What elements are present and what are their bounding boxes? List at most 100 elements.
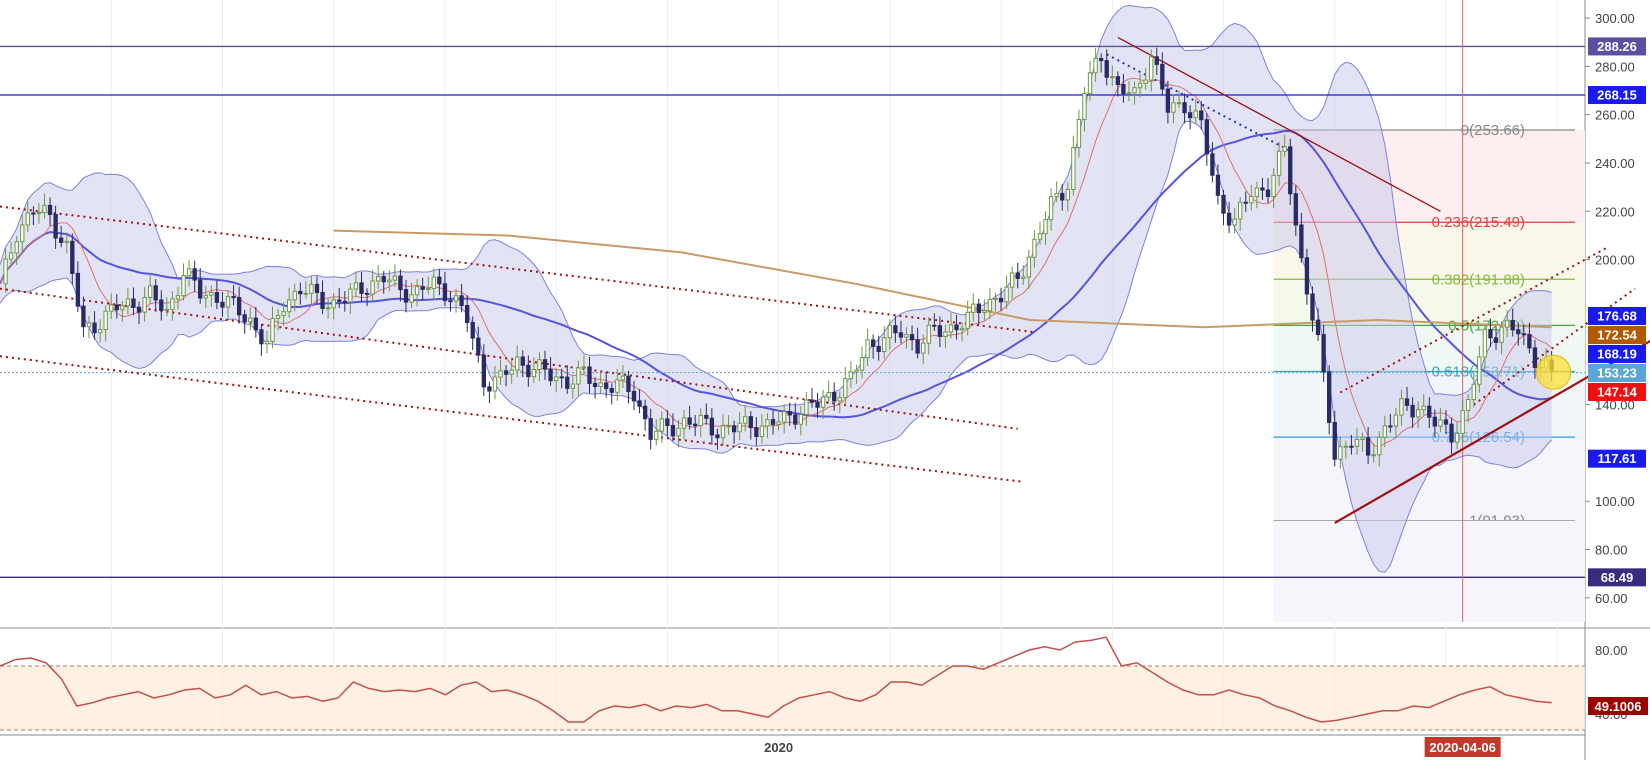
candle-up [225,296,231,308]
price-badge-label: 168.19 [1597,346,1637,361]
candle-down [1288,146,1293,195]
candle-up [1354,438,1360,447]
candle-up [1021,276,1026,279]
candle-down [214,291,220,303]
candle-up [843,378,848,399]
candle-down [464,305,470,323]
candle-up [281,311,286,317]
price-badge-label: 288.26 [1597,39,1637,54]
candle-down [75,272,81,307]
candle-down [548,368,553,382]
candle-up [859,357,865,371]
candle-up [1360,437,1365,440]
candle-up [959,327,965,331]
candle-up [515,356,520,371]
candle-down [754,427,759,437]
candle-up [1076,119,1082,149]
candle-down [1104,60,1109,78]
candle-down [1221,194,1226,214]
candle-up [553,376,559,382]
candle-up [142,297,147,313]
fib-label: 0(253.66) [1461,122,1525,139]
candle-down [1015,272,1020,279]
candle-up [498,370,503,378]
candle-down [626,375,631,392]
candle-up [837,397,842,402]
bollinger-band-fill [0,5,1552,573]
candle-down [815,401,820,408]
candle-up [426,288,431,291]
candle-up [14,241,19,254]
candle-up [921,342,926,354]
candle-up [186,268,192,277]
candle-down [1210,153,1215,176]
candle-up [882,337,887,352]
price-badge [1588,344,1646,363]
candle-down [448,300,453,303]
candle-up [64,240,69,243]
candle-down [915,339,920,354]
candle-down [1304,257,1310,295]
candle-down [693,423,698,427]
candle-up [820,396,826,408]
candle-up [1343,445,1349,448]
y-tick-label: 60.00 [1595,591,1628,606]
candle-down [403,289,409,303]
candle-up [353,282,359,290]
candle-up [798,414,804,425]
candle-up [537,359,542,370]
candle-down [259,329,264,345]
candle-down [1327,371,1332,423]
candle-up [971,303,976,313]
y-tick-label: 80.00 [1595,543,1628,558]
candle-up [1048,196,1054,221]
candle-down [1199,110,1204,121]
candle-up [392,275,398,281]
candle-up [103,310,108,331]
candle-down [298,290,303,295]
rsi-band [0,666,1585,730]
candle-down [487,386,492,392]
candle-up [1282,146,1287,152]
candle-down [1215,174,1221,196]
price-badge-label: 176.68 [1597,308,1637,323]
bollinger-upper [0,4,1552,409]
candle-up [1477,356,1482,385]
candle-up [331,299,336,309]
candle-down [70,240,75,274]
candle-up [1149,56,1154,81]
candle-down [687,417,692,425]
candle-down [476,337,481,356]
candle-up [36,212,42,215]
candle-down [1154,56,1159,65]
candle-down [1321,334,1326,373]
price-badge [1588,449,1646,468]
candle-down [359,282,364,294]
x-tick-label: 2020 [764,740,793,755]
candle-up [20,224,25,243]
candle-up [781,411,787,423]
highlight-marker [1536,354,1572,390]
y-tick-label: 280.00 [1595,59,1635,74]
channel-line-lower [0,355,1024,483]
candle-up [943,331,948,337]
candle-down [420,286,425,290]
candle-up [948,324,954,333]
candle-up [993,297,998,300]
candle-up [1377,436,1382,456]
moving-average-slow [333,229,1552,329]
candle-up [1460,409,1465,434]
candle-up [409,294,414,303]
candle-up [887,325,892,339]
candle-down [459,295,464,307]
candle-down [53,213,58,239]
candle-up [175,295,181,300]
price-badge-label: 268.15 [1597,88,1637,103]
candle-up [982,310,987,314]
candle-up [1371,454,1376,457]
candle-up [576,367,581,385]
candle-up [264,340,270,345]
candle-up [1466,399,1471,411]
